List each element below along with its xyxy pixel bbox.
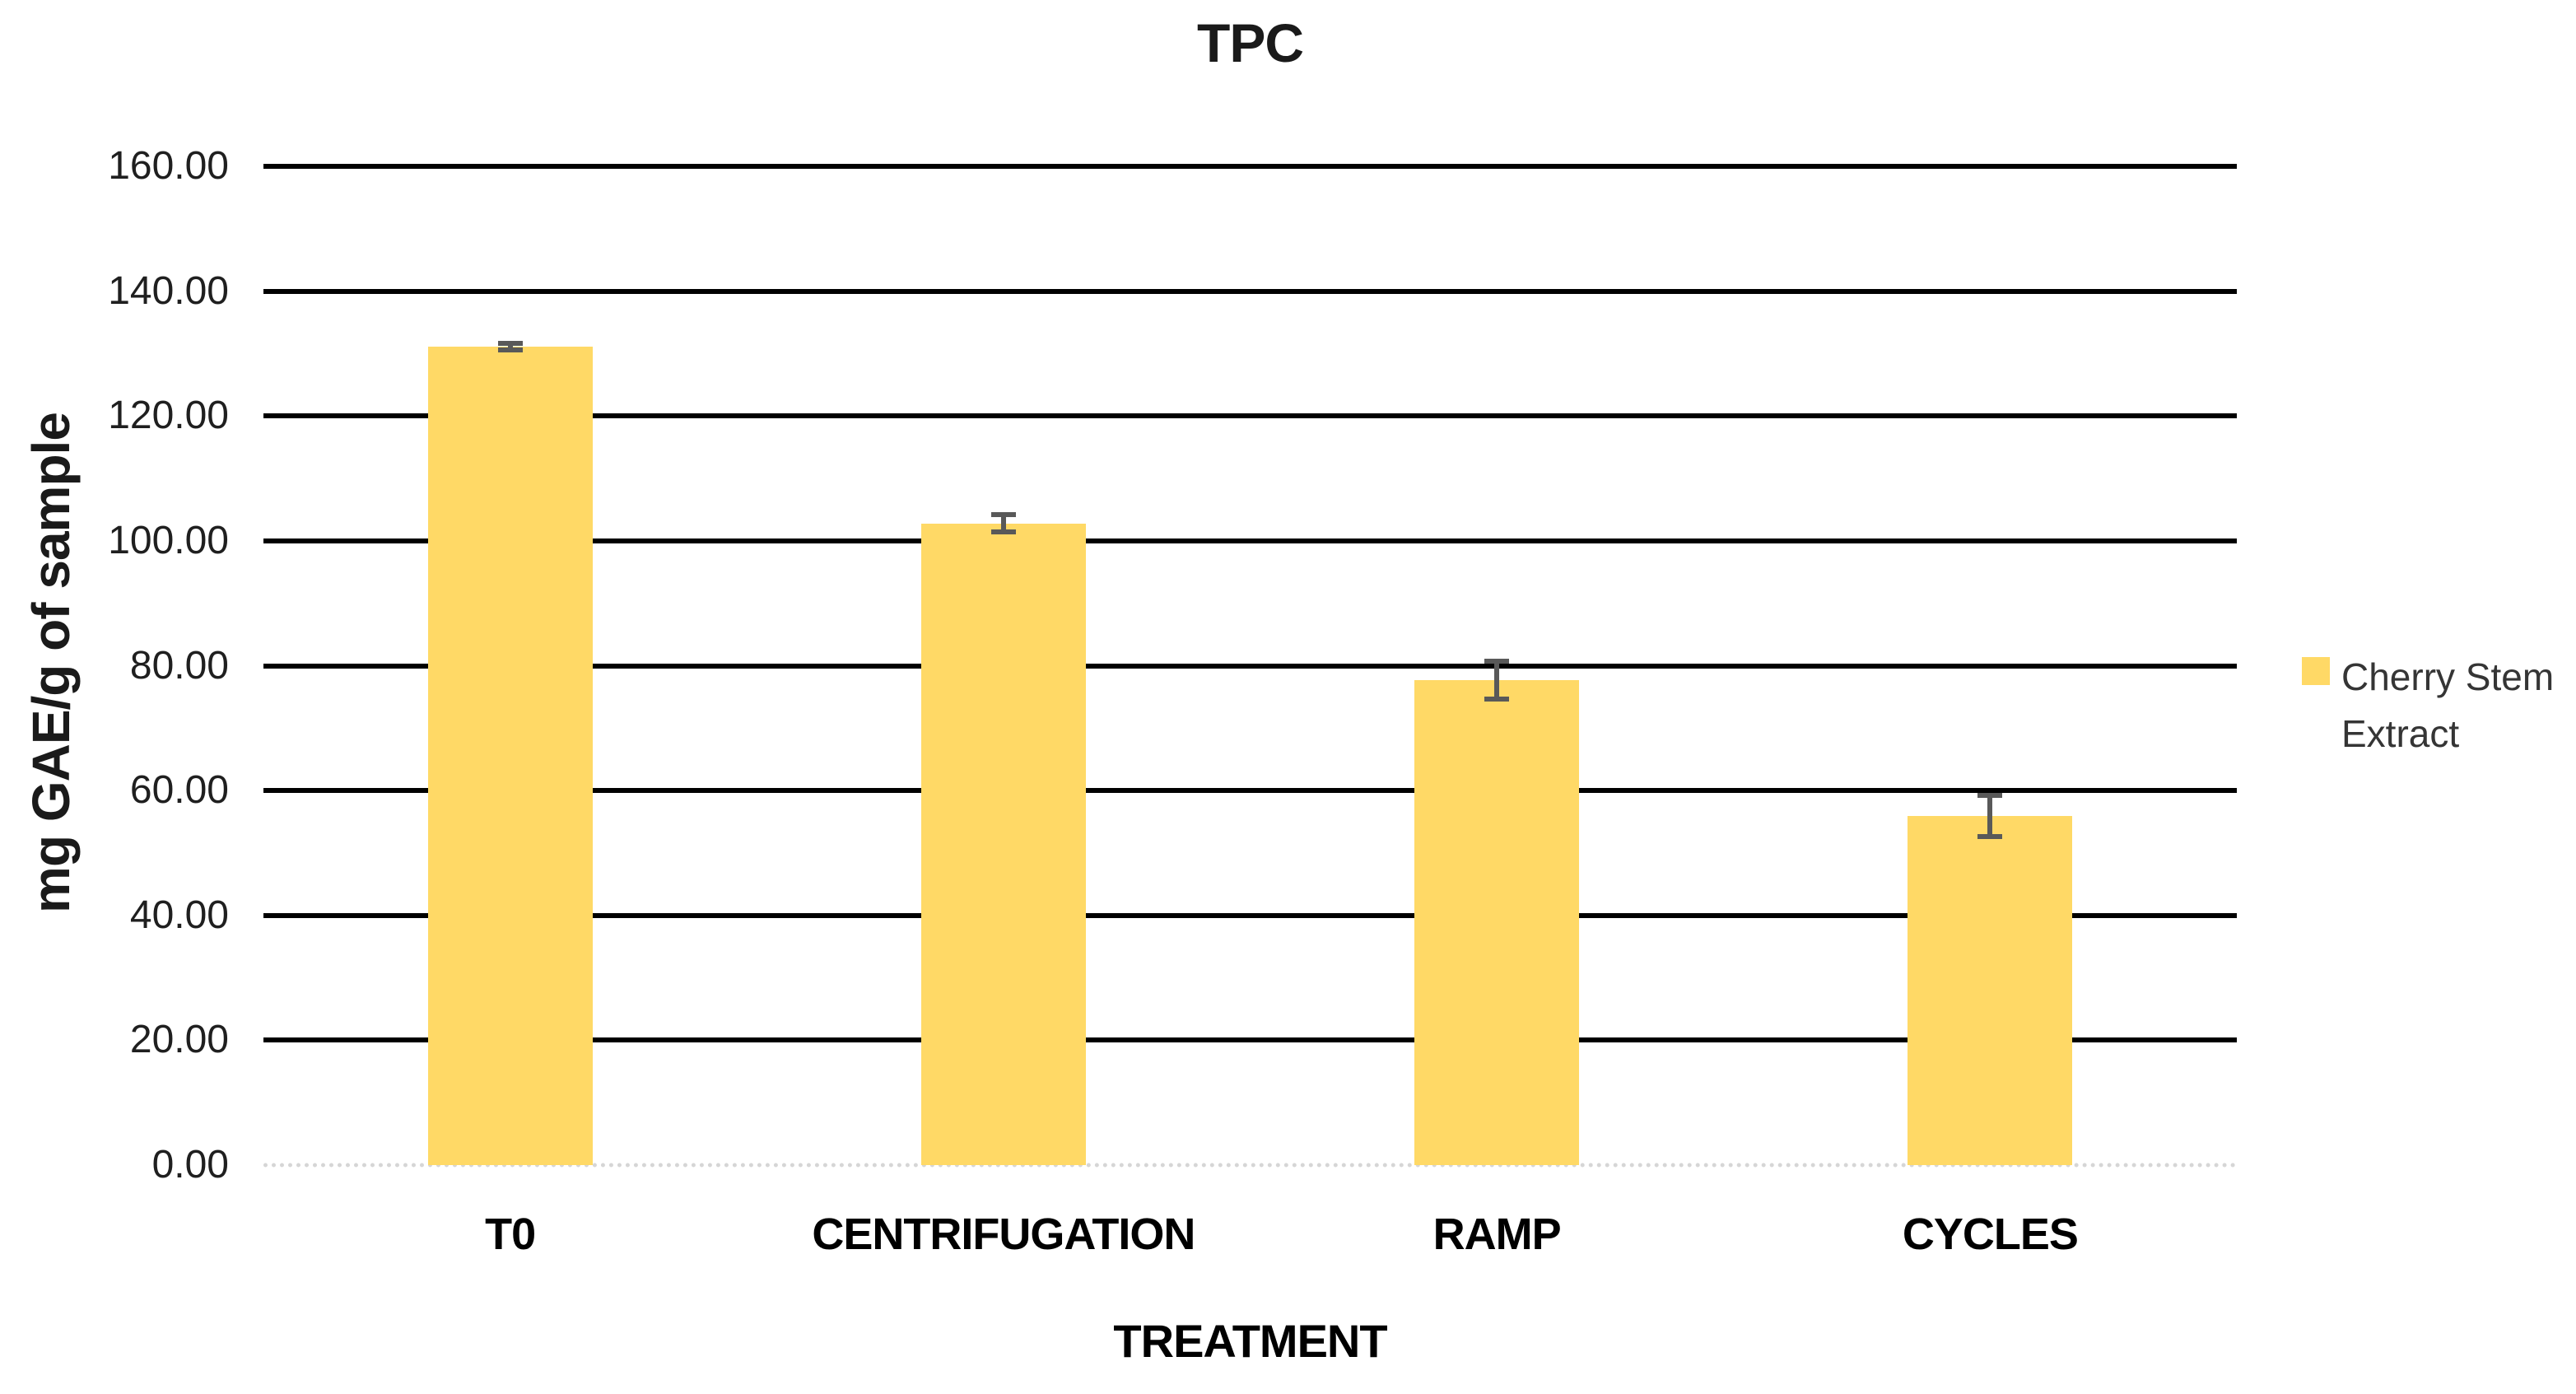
bar-slot: [1251, 166, 1744, 1165]
error-bar: [1484, 659, 1510, 702]
y-tick-labels: 0.00 20.00 40.00 60.00 80.00 100.00 120.00 140.…: [0, 147, 229, 1185]
error-bar: [990, 512, 1016, 535]
bar-cycles: [1908, 793, 2073, 1165]
y-tick-label: 40.00: [129, 893, 229, 937]
bar-t0: [427, 341, 593, 1165]
y-tick-label: 60.00: [129, 768, 229, 813]
gridline: [263, 912, 2237, 918]
plot-area: [263, 164, 2237, 1168]
zero-gridline: [263, 1163, 2237, 1168]
error-stem: [1000, 512, 1006, 535]
chart-title: TPC: [1197, 12, 1304, 73]
x-tick-label: CENTRIFUGATION: [812, 1210, 1195, 1259]
bar-slot: [1744, 166, 2237, 1165]
x-tick-label: T0: [485, 1210, 536, 1259]
bar-centrifugation: [920, 512, 1086, 1165]
gridline: [263, 538, 2237, 543]
legend-swatch-icon: [2302, 657, 2330, 685]
error-cap-bottom: [990, 529, 1016, 535]
y-tick-label: 100.00: [108, 518, 229, 562]
x-axis-title: TREATMENT: [1113, 1315, 1387, 1367]
error-bar: [497, 341, 523, 352]
gridline: [263, 663, 2237, 669]
error-cap-bottom: [1977, 834, 2003, 840]
x-tick-label: CYCLES: [1902, 1210, 2079, 1259]
y-tick-label: 160.00: [108, 144, 229, 188]
legend-label: Cherry Stem Extract: [2341, 655, 2555, 755]
bars-row: [263, 166, 2237, 1165]
error-bar: [1977, 793, 2003, 840]
y-tick-label: 20.00: [129, 1018, 229, 1062]
bar-slot: [757, 166, 1250, 1165]
legend: Cherry Stem Extract: [2302, 649, 2572, 762]
x-tick-labels: T0 CENTRIFUGATION RAMP CYCLES: [263, 1209, 2237, 1260]
error-stem: [507, 341, 513, 352]
gridline: [263, 1037, 2237, 1043]
gridline: [263, 164, 2237, 169]
y-tick-label: 140.00: [108, 268, 229, 313]
y-tick-label: 0.00: [151, 1143, 229, 1187]
error-cap-bottom: [497, 347, 523, 352]
x-tick-label: RAMP: [1432, 1210, 1562, 1259]
y-tick-label: 80.00: [129, 643, 229, 688]
gridline: [263, 413, 2237, 419]
bar-slot: [263, 166, 757, 1165]
error-stem: [1494, 659, 1500, 702]
bar-ramp: [1414, 659, 1580, 1165]
gridline: [263, 788, 2237, 794]
y-tick-label: 120.00: [108, 394, 229, 438]
error-cap-bottom: [1484, 696, 1510, 702]
error-stem: [1987, 793, 1993, 840]
gridline: [263, 288, 2237, 294]
